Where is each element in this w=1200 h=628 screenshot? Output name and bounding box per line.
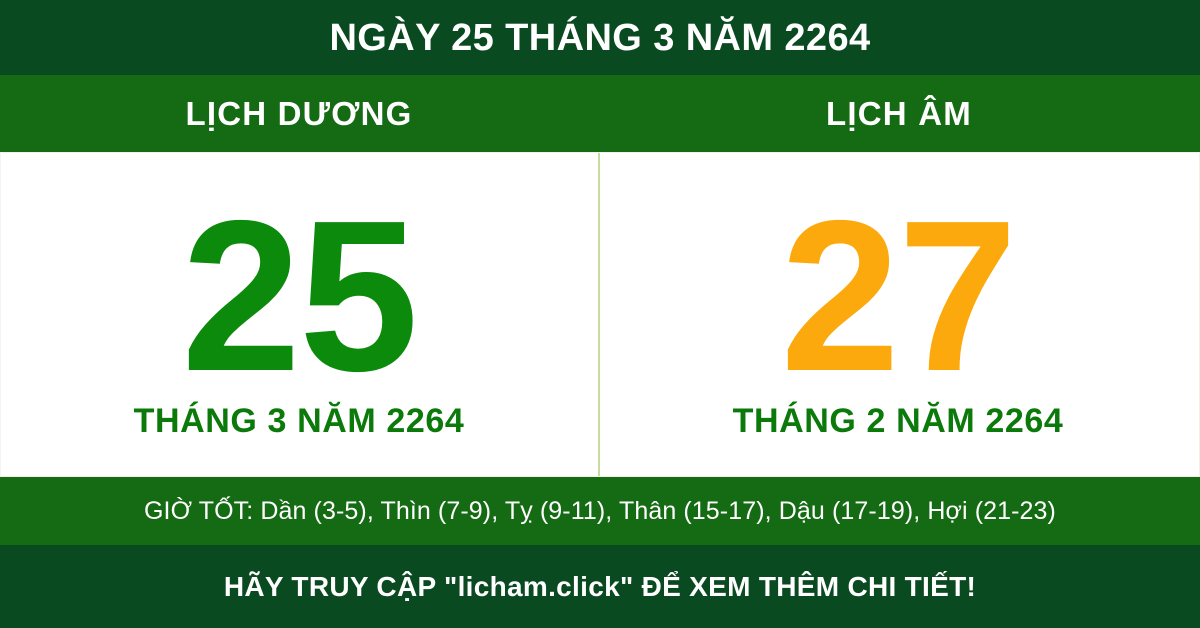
lunar-column: 27 THÁNG 2 NĂM 2264 [597, 153, 1199, 476]
subheader-bar: LỊCH DƯƠNG LỊCH ÂM [0, 75, 1200, 152]
solar-calendar-label: LỊCH DƯƠNG [185, 95, 413, 132]
good-hours-bar: GIỜ TỐT: Dần (3-5), Thìn (7-9), Tỵ (9-11… [0, 477, 1200, 545]
solar-column: 25 THÁNG 3 NĂM 2264 [1, 153, 597, 476]
column-divider [598, 153, 600, 476]
lunar-month-year: THÁNG 2 NĂM 2264 [732, 402, 1064, 441]
subheader-cell-solar: LỊCH DƯƠNG [0, 75, 598, 152]
good-hours-text: GIỜ TỐT: Dần (3-5), Thìn (7-9), Tỵ (9-11… [144, 496, 1056, 525]
solar-day-number: 25 [181, 174, 418, 416]
footer-bar: HÃY TRUY CẬP "licham.click" ĐỂ XEM THÊM … [0, 545, 1200, 628]
lunar-day-number: 27 [780, 174, 1017, 416]
calendar-panel: 25 THÁNG 3 NĂM 2264 27 THÁNG 2 NĂM 2264 [0, 152, 1200, 477]
subheader-cell-lunar: LỊCH ÂM [598, 75, 1200, 152]
page-title: NGÀY 25 THÁNG 3 NĂM 2264 [329, 16, 871, 59]
solar-month-year: THÁNG 3 NĂM 2264 [133, 402, 465, 441]
footer-cta-text: HÃY TRUY CẬP "licham.click" ĐỂ XEM THÊM … [223, 570, 977, 602]
lunar-calendar-label: LỊCH ÂM [826, 95, 972, 132]
header-bar: NGÀY 25 THÁNG 3 NĂM 2264 [0, 0, 1200, 75]
